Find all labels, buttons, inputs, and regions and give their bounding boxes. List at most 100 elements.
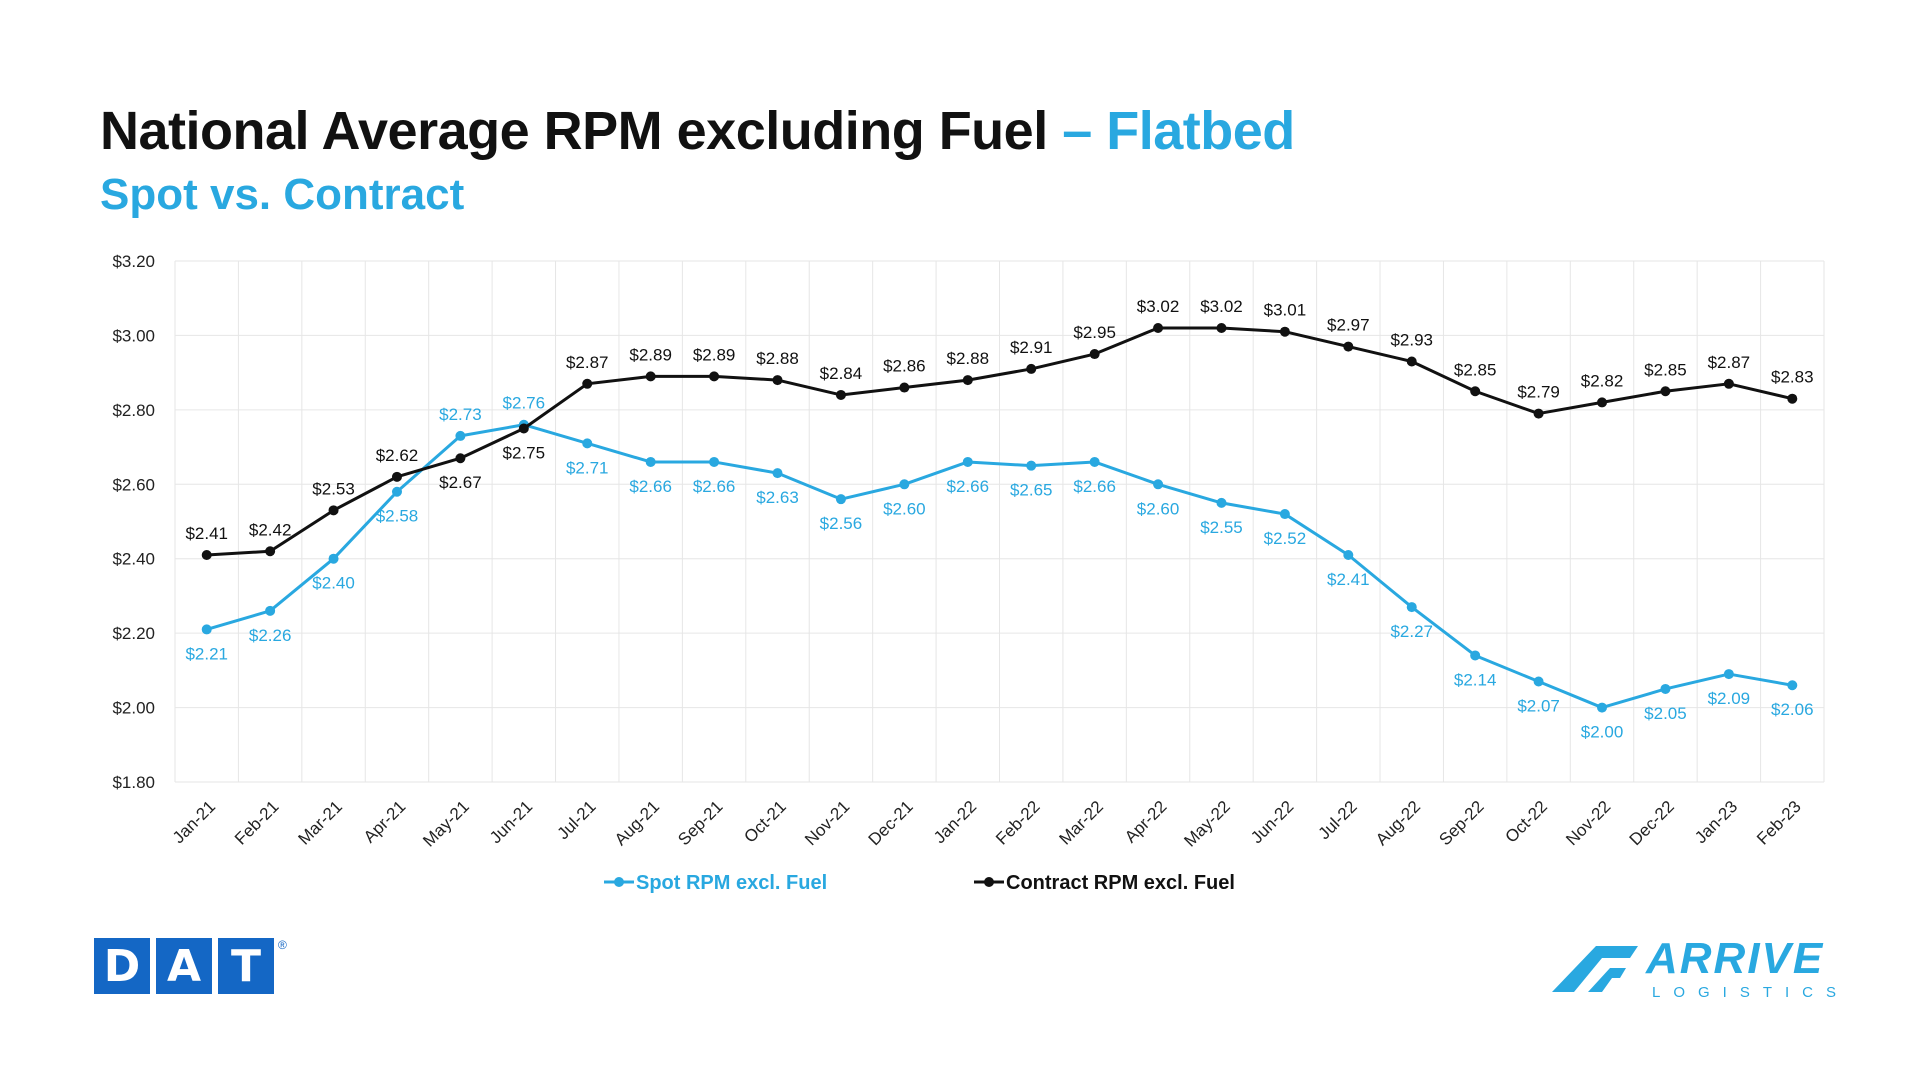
spot-data-point <box>582 438 593 449</box>
contract-data-point <box>899 382 910 393</box>
x-tick-label: Apr-21 <box>360 797 410 847</box>
x-tick-label: Dec-22 <box>1626 797 1678 849</box>
contract-data-label: $2.86 <box>883 357 926 376</box>
spot-data-point <box>1406 602 1417 613</box>
legend-marker-spot <box>614 877 624 887</box>
spot-data-label: $2.76 <box>503 394 546 413</box>
spot-data-label: $2.66 <box>693 477 736 496</box>
legend-label-spot: Spot RPM excl. Fuel <box>636 872 827 894</box>
spot-data-point <box>772 468 783 479</box>
y-tick-label: $2.00 <box>112 699 155 718</box>
contract-series-line <box>206 326 1793 557</box>
x-tick-label: Jul-21 <box>554 797 600 843</box>
spot-data-point <box>455 430 466 441</box>
spot-data-label: $2.56 <box>820 514 863 533</box>
contract-data-point <box>1216 322 1227 333</box>
contract-data-point <box>518 423 529 434</box>
x-tick-label: Dec-21 <box>865 797 917 849</box>
spot-data-label: $2.63 <box>756 488 799 507</box>
contract-data-label: $3.02 <box>1137 297 1180 316</box>
contract-data-label: $2.95 <box>1073 323 1116 342</box>
contract-data-label: $2.88 <box>756 349 799 368</box>
spot-data-label: $2.65 <box>1010 481 1053 500</box>
spot-data-label: $2.14 <box>1454 670 1497 689</box>
chart-title-accent: – Flatbed <box>1062 101 1295 161</box>
contract-data-label: $2.97 <box>1327 316 1370 335</box>
dat-registered-mark: ® <box>278 938 287 952</box>
chart-subtitle: Spot vs. Contract <box>100 170 465 219</box>
contract-data-label: $2.89 <box>693 345 736 364</box>
x-tick-label: May-22 <box>1180 797 1234 851</box>
spot-data-point <box>899 479 910 490</box>
contract-data-point <box>1279 326 1290 337</box>
legend-label-contract: Contract RPM excl. Fuel <box>1006 872 1235 894</box>
spot-data-point <box>265 605 276 616</box>
contract-data-point <box>1343 341 1354 352</box>
contract-data-point <box>201 549 212 560</box>
x-tick-label: Jan-23 <box>1691 797 1741 847</box>
contract-data-label: $2.89 <box>629 345 672 364</box>
contract-data-point <box>962 375 973 386</box>
contract-data-label: $2.85 <box>1644 360 1687 379</box>
y-tick-label: $2.80 <box>112 401 155 420</box>
spot-data-point <box>1470 650 1481 661</box>
contract-data-label: $2.83 <box>1771 368 1814 387</box>
contract-data-point <box>772 375 783 386</box>
arrive-logo-name: ARRIVE <box>1646 934 1825 983</box>
contract-data-point <box>1660 386 1671 397</box>
contract-data-point <box>1470 386 1481 397</box>
spot-data-point <box>201 624 212 635</box>
spot-data-label: $2.00 <box>1581 723 1624 742</box>
spot-data-point <box>835 494 846 505</box>
spot-data-point <box>1216 497 1227 508</box>
spot-data-point <box>391 486 402 497</box>
contract-data-point <box>328 505 339 516</box>
x-tick-label: Jan-21 <box>169 797 219 847</box>
dat-logo: D A T ® <box>94 938 287 994</box>
contract-data-label: $2.85 <box>1454 360 1497 379</box>
y-tick-label: $3.20 <box>112 252 155 271</box>
spot-data-label: $2.60 <box>1137 499 1180 518</box>
spot-data-label: $2.60 <box>883 499 926 518</box>
spot-data-point <box>645 456 656 467</box>
dat-logo-letter-t: T <box>218 938 274 994</box>
spot-data-point <box>1089 456 1100 467</box>
contract-data-label: $2.82 <box>1581 371 1624 390</box>
spot-data-point <box>1723 669 1734 680</box>
contract-data-label: $2.41 <box>185 524 228 543</box>
contract-data-label: $2.79 <box>1517 383 1560 402</box>
spot-data-label: $2.06 <box>1771 700 1814 719</box>
contract-data-point <box>455 453 466 464</box>
spot-data-point <box>1153 479 1164 490</box>
x-tick-label: May-21 <box>419 797 473 851</box>
x-tick-label: Nov-22 <box>1562 797 1614 849</box>
spot-data-point <box>1660 683 1671 694</box>
spot-data-label: $2.26 <box>249 626 292 645</box>
contract-data-point <box>391 471 402 482</box>
arrive-logo-sub: LOGISTICS <box>1652 984 1850 1001</box>
x-tick-label: Jun-22 <box>1247 797 1297 847</box>
spot-data-label: $2.21 <box>185 644 228 663</box>
spot-data-point <box>1533 676 1544 687</box>
contract-data-label: $2.75 <box>503 443 546 462</box>
x-tick-label: Oct-22 <box>1502 797 1552 847</box>
spot-data-label: $2.07 <box>1517 697 1560 716</box>
contract-data-label: $2.87 <box>566 353 609 372</box>
contract-data-point <box>1787 393 1798 404</box>
contract-data-point <box>582 378 593 389</box>
chart-title-main: National Average RPM excluding Fuel <box>100 101 1048 161</box>
contract-data-point <box>1406 356 1417 367</box>
spot-data-point <box>1787 680 1798 691</box>
x-tick-label: Feb-23 <box>1753 797 1805 849</box>
x-tick-label: Oct-21 <box>740 797 790 847</box>
contract-data-label: $2.42 <box>249 520 292 539</box>
contract-data-label: $2.93 <box>1390 330 1433 349</box>
x-tick-label: Mar-21 <box>294 797 346 849</box>
x-tick-label: Sep-22 <box>1435 797 1487 849</box>
contract-data-label: $2.87 <box>1708 353 1751 372</box>
contract-data-label: $3.02 <box>1200 297 1243 316</box>
contract-data-point <box>1597 397 1608 408</box>
y-tick-label: $1.80 <box>112 773 155 792</box>
contract-data-point <box>1026 363 1037 374</box>
contract-data-point <box>1089 349 1100 360</box>
